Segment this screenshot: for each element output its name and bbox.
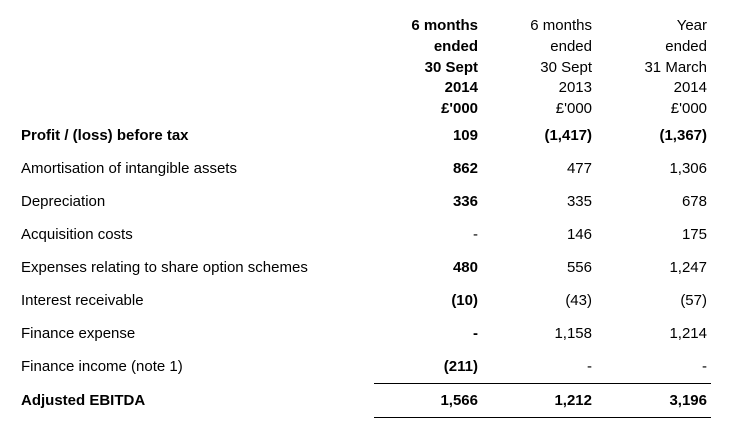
column-header-line: £'000 (670, 100, 707, 118)
row-amortisation: Amortisation of intangible assets 862 47… (0, 158, 745, 180)
row-label: Acquisition costs (21, 226, 133, 243)
row-label: Expenses relating to share option scheme… (21, 259, 308, 276)
value-6m-2013: (43) (565, 292, 592, 309)
column-header-line: 31 March (644, 58, 707, 76)
column-header-line: £'000 (555, 100, 592, 118)
value-6m-2013: - (587, 358, 592, 375)
value-6m-2013: 335 (566, 193, 592, 210)
value-6m-2014: (211) (443, 358, 478, 375)
row-label: Amortisation of intangible assets (21, 160, 237, 177)
column-header-line: Year (676, 17, 707, 34)
row-label: Finance expense (21, 325, 136, 342)
row-profit-loss-before-tax: Profit / (loss) before tax 109 (1,417) (… (0, 125, 745, 147)
total-bottom-rule (374, 417, 711, 418)
column-header-line: 6 months (530, 17, 592, 34)
value-6m-2014: 480 (452, 259, 478, 276)
column-header-line: £'000 (441, 100, 478, 118)
value-6m-2014: 1,566 (440, 392, 478, 409)
value-6m-2014: 336 (452, 193, 478, 210)
value-year-2014: 3,196 (669, 392, 707, 409)
column-header-line: 2014 (673, 79, 707, 97)
value-year-2014: 175 (681, 226, 707, 243)
value-6m-2013: 146 (566, 226, 592, 243)
row-label: Profit / (loss) before tax (21, 127, 189, 144)
value-6m-2014: (10) (451, 292, 478, 309)
row-label: Depreciation (21, 193, 106, 210)
value-6m-2014: - (473, 226, 478, 243)
total-top-rule (374, 383, 711, 384)
column-header-line: 30 Sept (424, 58, 478, 76)
value-year-2014: 1,214 (669, 325, 707, 342)
column-header-line: 2014 (444, 79, 478, 97)
value-6m-2013: 556 (566, 259, 592, 276)
value-6m-2013: (1,417) (544, 127, 592, 144)
row-adjusted-ebitda: Adjusted EBITDA 1,566 1,212 3,196 (0, 390, 745, 412)
column-header-line: 2013 (558, 79, 592, 97)
column-header-line: ended (550, 37, 592, 55)
column-header-line: ended (433, 37, 478, 55)
value-year-2014: 678 (681, 193, 707, 210)
value-year-2014: 1,306 (669, 160, 707, 177)
row-finance-income: Finance income (note 1) (211) - - (0, 356, 745, 378)
value-6m-2014: 862 (452, 160, 478, 177)
value-year-2014: (1,367) (659, 127, 707, 144)
column-header-6m-2013: 6 months ended 30 Sept 2013 £'000 (530, 16, 592, 120)
value-year-2014: 1,247 (669, 259, 707, 276)
row-label: Adjusted EBITDA (21, 392, 146, 409)
column-header-line: 30 Sept (540, 58, 592, 76)
column-header-line: ended (665, 37, 707, 55)
value-6m-2013: 1,212 (554, 392, 592, 409)
value-6m-2014: - (473, 325, 478, 342)
value-6m-2013: 477 (566, 160, 592, 177)
column-header-6m-2014: 6 months ended 30 Sept 2014 £'000 (411, 16, 478, 120)
column-header-line: 6 months (411, 17, 478, 34)
column-header-year-2014: Year ended 31 March 2014 £'000 (644, 16, 707, 120)
row-label: Interest receivable (21, 292, 144, 309)
row-label: Finance income (note 1) (21, 358, 183, 375)
row-depreciation: Depreciation 336 335 678 (0, 191, 745, 213)
row-acquisition-costs: Acquisition costs - 146 175 (0, 224, 745, 246)
row-share-option-expenses: Expenses relating to share option scheme… (0, 257, 745, 279)
value-year-2014: - (702, 358, 707, 375)
row-finance-expense: Finance expense - 1,158 1,214 (0, 323, 745, 345)
row-interest-receivable: Interest receivable (10) (43) (57) (0, 290, 745, 312)
value-year-2014: (57) (680, 292, 707, 309)
value-6m-2014: 109 (452, 127, 478, 144)
value-6m-2013: 1,158 (554, 325, 592, 342)
